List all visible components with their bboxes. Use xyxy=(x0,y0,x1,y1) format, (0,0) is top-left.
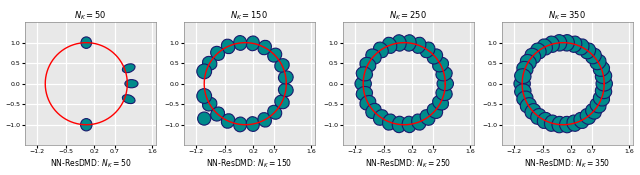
Ellipse shape xyxy=(366,103,381,118)
Ellipse shape xyxy=(580,43,596,59)
Ellipse shape xyxy=(234,36,247,50)
Ellipse shape xyxy=(525,48,541,64)
Ellipse shape xyxy=(246,36,259,51)
Ellipse shape xyxy=(567,36,582,52)
Ellipse shape xyxy=(593,61,609,76)
Ellipse shape xyxy=(552,35,567,51)
Ellipse shape xyxy=(545,115,559,131)
Ellipse shape xyxy=(436,67,452,81)
X-axis label: NN-ResDMD: $N_K = 150$: NN-ResDMD: $N_K = 150$ xyxy=(206,157,292,170)
Ellipse shape xyxy=(275,59,289,72)
Ellipse shape xyxy=(258,113,271,127)
Title: $N_K = 150$: $N_K = 150$ xyxy=(230,10,268,22)
Ellipse shape xyxy=(538,39,552,55)
Ellipse shape xyxy=(586,104,602,119)
Ellipse shape xyxy=(197,64,212,79)
Ellipse shape xyxy=(122,64,135,73)
Ellipse shape xyxy=(516,91,533,106)
Ellipse shape xyxy=(366,49,381,64)
Ellipse shape xyxy=(436,86,452,101)
Ellipse shape xyxy=(81,119,92,131)
Ellipse shape xyxy=(538,112,552,128)
Ellipse shape xyxy=(275,95,289,109)
Title: $N_K = 50$: $N_K = 50$ xyxy=(74,10,107,22)
Ellipse shape xyxy=(392,116,406,133)
Ellipse shape xyxy=(433,57,449,72)
Ellipse shape xyxy=(202,97,217,111)
Ellipse shape xyxy=(202,56,217,70)
Ellipse shape xyxy=(515,84,531,99)
Ellipse shape xyxy=(246,117,259,131)
Ellipse shape xyxy=(593,91,609,106)
Ellipse shape xyxy=(402,116,416,133)
Ellipse shape xyxy=(374,110,388,125)
Ellipse shape xyxy=(356,67,372,81)
Ellipse shape xyxy=(428,49,443,64)
Ellipse shape xyxy=(125,80,138,88)
Ellipse shape xyxy=(559,35,574,51)
X-axis label: NN-ResDMD: $N_K = 250$: NN-ResDMD: $N_K = 250$ xyxy=(365,157,451,170)
Ellipse shape xyxy=(531,108,546,124)
Ellipse shape xyxy=(520,54,536,70)
Ellipse shape xyxy=(211,107,225,121)
Ellipse shape xyxy=(355,77,371,91)
Ellipse shape xyxy=(412,114,426,130)
Ellipse shape xyxy=(383,37,397,53)
X-axis label: NN-ResDMD: $N_K = 50$: NN-ResDMD: $N_K = 50$ xyxy=(50,157,131,170)
Title: $N_K = 250$: $N_K = 250$ xyxy=(389,10,428,22)
Ellipse shape xyxy=(531,43,546,59)
Ellipse shape xyxy=(596,76,612,91)
Ellipse shape xyxy=(514,76,531,91)
Ellipse shape xyxy=(221,114,235,128)
Ellipse shape xyxy=(552,116,567,133)
Ellipse shape xyxy=(515,69,531,84)
Ellipse shape xyxy=(268,48,282,62)
Ellipse shape xyxy=(574,112,589,128)
Ellipse shape xyxy=(420,110,435,125)
Ellipse shape xyxy=(360,57,376,72)
Ellipse shape xyxy=(412,37,426,53)
Ellipse shape xyxy=(383,114,397,130)
Ellipse shape xyxy=(356,86,372,101)
Ellipse shape xyxy=(574,39,589,55)
Ellipse shape xyxy=(437,77,454,91)
Ellipse shape xyxy=(559,116,574,133)
Ellipse shape xyxy=(258,40,271,55)
Ellipse shape xyxy=(590,98,606,113)
Ellipse shape xyxy=(198,112,211,125)
Title: $N_K = 350$: $N_K = 350$ xyxy=(548,10,586,22)
Ellipse shape xyxy=(525,104,541,119)
Ellipse shape xyxy=(374,42,388,58)
Ellipse shape xyxy=(402,35,416,51)
Ellipse shape xyxy=(234,117,247,132)
Ellipse shape xyxy=(278,71,293,84)
Ellipse shape xyxy=(433,96,449,110)
Ellipse shape xyxy=(567,115,582,131)
Ellipse shape xyxy=(520,98,536,113)
Ellipse shape xyxy=(278,83,293,97)
Ellipse shape xyxy=(428,103,443,118)
Ellipse shape xyxy=(221,39,235,54)
Ellipse shape xyxy=(595,84,612,99)
X-axis label: NN-ResDMD: $N_K = 350$: NN-ResDMD: $N_K = 350$ xyxy=(524,157,611,170)
Ellipse shape xyxy=(392,35,406,51)
Ellipse shape xyxy=(595,69,612,84)
Ellipse shape xyxy=(516,61,533,76)
Ellipse shape xyxy=(197,89,212,103)
Ellipse shape xyxy=(360,96,376,110)
Ellipse shape xyxy=(590,54,606,70)
Ellipse shape xyxy=(580,108,596,124)
Ellipse shape xyxy=(81,37,92,48)
Ellipse shape xyxy=(586,48,602,64)
Ellipse shape xyxy=(211,46,225,60)
Ellipse shape xyxy=(122,95,135,104)
Ellipse shape xyxy=(268,105,282,119)
Ellipse shape xyxy=(420,42,435,58)
Ellipse shape xyxy=(545,36,559,52)
